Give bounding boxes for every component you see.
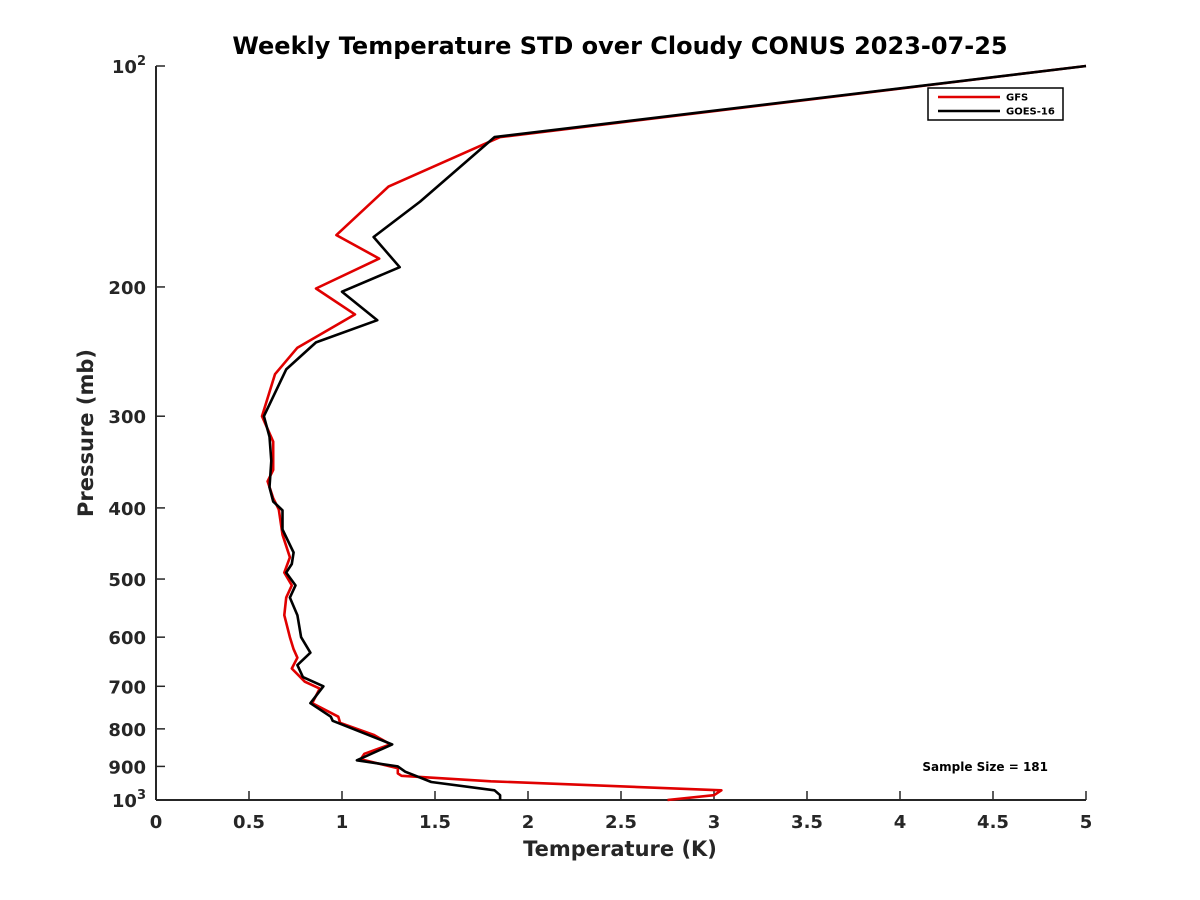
chart-title: Weekly Temperature STD over Cloudy CONUS…: [232, 32, 1007, 60]
y-tick-label: 700: [108, 677, 146, 698]
legend-label-gfs: GFS: [1006, 93, 1028, 104]
x-tick-label: 0.5: [233, 812, 265, 833]
y-tick-label: 600: [108, 628, 146, 649]
x-tick-label: 2: [522, 812, 535, 833]
x-tick-label: 5: [1080, 812, 1093, 833]
x-tick-label: 3: [708, 812, 721, 833]
y-tick-label: 500: [108, 570, 146, 591]
sample-size-annotation: Sample Size = 181: [922, 760, 1048, 774]
x-tick-label: 0: [150, 812, 163, 833]
y-tick-label: 103: [112, 788, 146, 812]
series-line-gfs: [260, 64, 1087, 802]
y-tick-label: 900: [108, 757, 146, 778]
plot-area: [155, 66, 1086, 801]
x-axis-ticks: 0 0.5 1 1.5 2 2.5 3 3.5 4 4.5 5: [150, 791, 1093, 833]
series-layer: [260, 64, 1087, 802]
x-axis-label: Temperature (K): [523, 837, 717, 861]
x-tick-label: 1: [336, 812, 349, 833]
legend-box: [927, 87, 1064, 121]
series-line-goes-16: [262, 64, 1087, 800]
x-tick-label: 4: [894, 812, 907, 833]
y-tick-label: 800: [108, 720, 146, 741]
y-axis-ticks: 102 200 300 400 500 600 700 800 900 103: [108, 54, 165, 812]
x-tick-label: 2.5: [605, 812, 637, 833]
legend-label-goes-16: GOES-16: [1006, 107, 1055, 118]
y-tick-label: 400: [108, 499, 146, 520]
y-tick-label: 200: [108, 278, 146, 299]
y-tick-label: 102: [112, 54, 146, 78]
x-tick-label: 4.5: [977, 812, 1009, 833]
x-tick-label: 1.5: [419, 812, 451, 833]
x-tick-label: 3.5: [791, 812, 823, 833]
legend: GFS GOES-16: [927, 87, 1064, 121]
y-axis-label: Pressure (mb): [74, 349, 98, 517]
y-tick-label: 300: [108, 407, 146, 428]
